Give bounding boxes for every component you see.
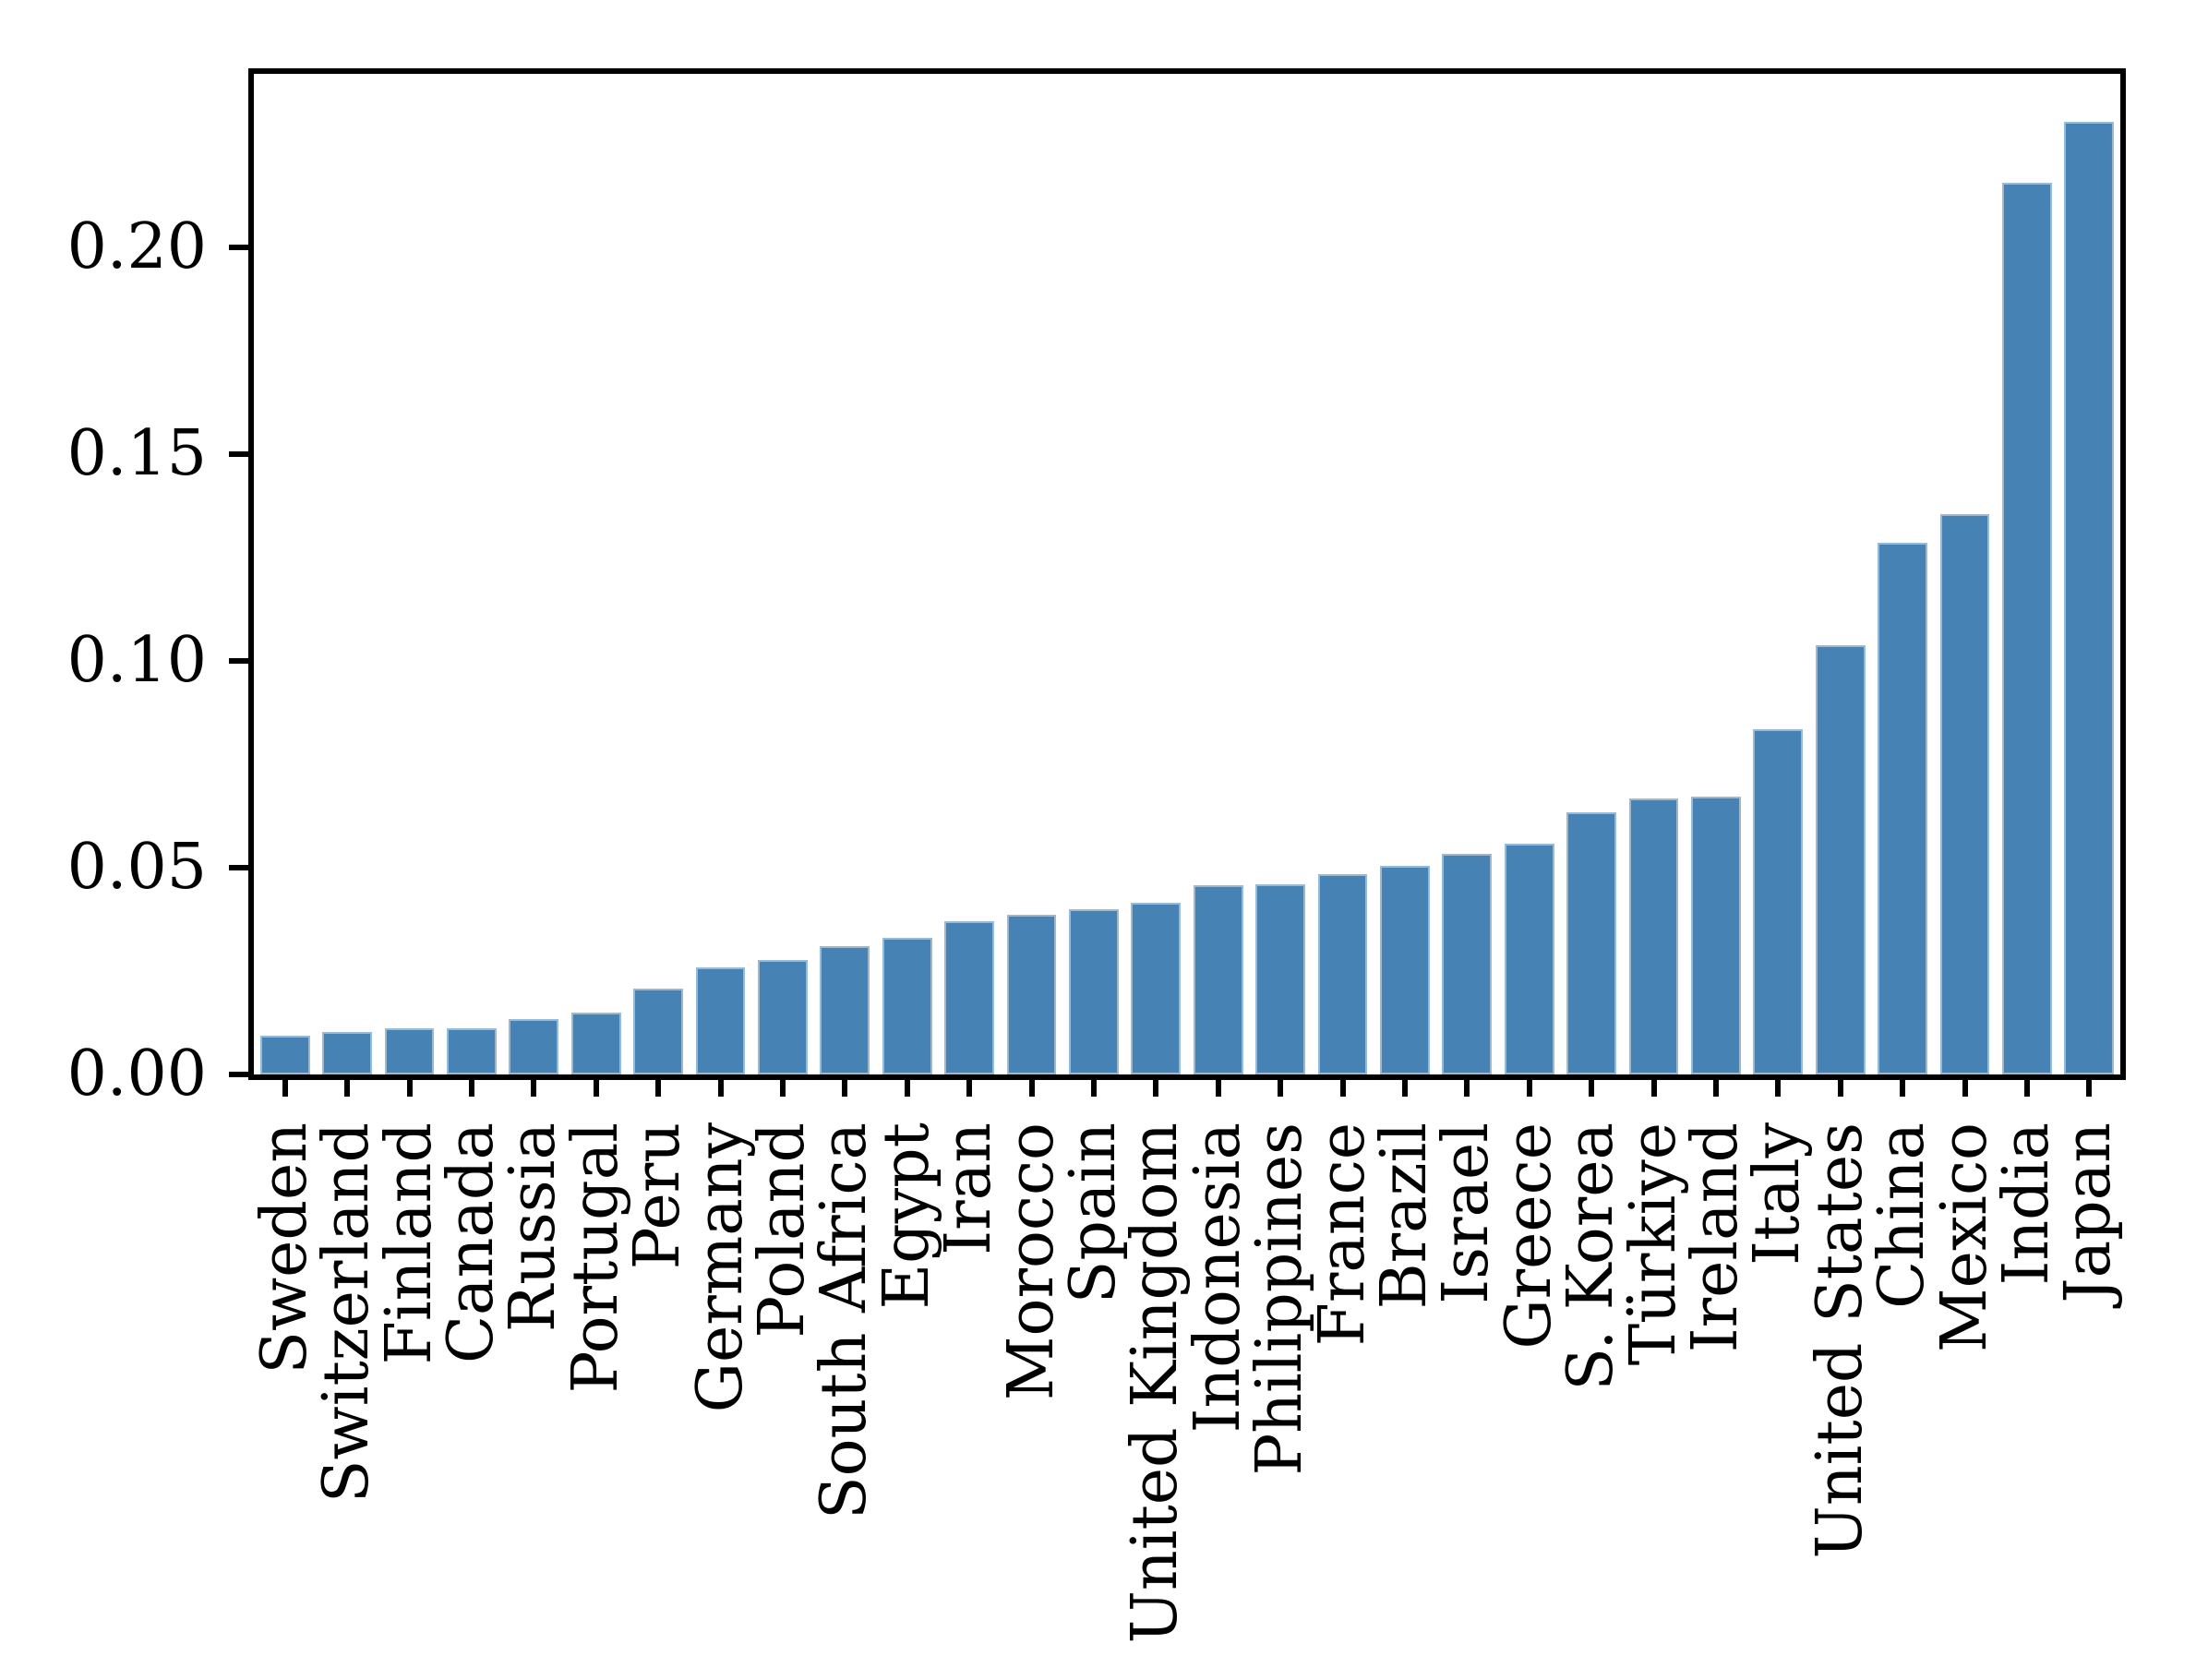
bar-russia [509,1019,559,1074]
bar-mexico [1939,513,1990,1074]
x-tick-t-rkiye [1650,1080,1657,1097]
x-tick-spain [1090,1080,1097,1097]
x-tick-italy [1775,1080,1782,1097]
y-tick-0.00 [229,1072,248,1077]
x-tick-peru [655,1080,662,1097]
y-tick-0.05 [229,865,248,871]
x-tick-united-kingdom [1153,1080,1159,1097]
bar-south-africa [820,946,870,1074]
x-tick-united-states [1837,1080,1843,1097]
bar-india [2001,182,2052,1074]
bar-united-kingdom [1131,902,1182,1074]
bar-greece [1504,844,1554,1074]
bar-israel [1442,853,1493,1074]
bar-iran [944,921,995,1074]
x-tick-indonesia [1215,1080,1221,1097]
x-tick-s-korea [1589,1080,1595,1097]
bar-china [1878,543,1928,1074]
x-tick-morocco [1028,1080,1035,1097]
x-tick-south-africa [842,1080,848,1097]
y-tick-label-0.05: 0.05 [66,831,207,905]
y-tick-0.20 [229,245,248,251]
bar-switzerland [322,1032,373,1074]
x-tick-china [1900,1080,1906,1097]
x-tick-switzerland [344,1080,351,1097]
y-tick-label-0.15: 0.15 [66,417,207,491]
y-tick-0.15 [229,451,248,458]
bar-united-states [1815,645,1866,1074]
bar-sweden [259,1035,310,1074]
y-tick-label-0.00: 0.00 [66,1038,207,1110]
x-tick-brazil [1401,1080,1408,1097]
bar-peru [633,988,684,1074]
x-tick-germany [717,1080,724,1097]
bar-philippines [1255,883,1306,1074]
x-tick-japan [2086,1080,2093,1097]
x-tick-portugal [593,1080,599,1097]
bar-finland [384,1028,435,1074]
x-tick-label-japan: Japan [2052,1122,2126,1303]
plot-area [248,68,2126,1080]
bar-japan [2064,121,2115,1074]
bar-italy [1753,728,1804,1074]
x-tick-ireland [1712,1080,1719,1097]
x-tick-france [1339,1080,1346,1097]
x-tick-russia [531,1080,537,1097]
bar-indonesia [1193,884,1243,1074]
x-tick-finland [406,1080,413,1097]
bar-germany [695,966,746,1074]
bar-ireland [1690,796,1741,1074]
bar-poland [757,959,808,1074]
bar-portugal [570,1013,621,1074]
bar-brazil [1379,866,1430,1074]
bar-spain [1068,908,1119,1074]
x-tick-india [2023,1080,2030,1097]
y-tick-0.10 [229,658,248,665]
x-tick-israel [1464,1080,1470,1097]
bar-morocco [1006,915,1057,1074]
x-tick-sweden [282,1080,288,1097]
y-tick-label-0.20: 0.20 [66,210,207,284]
bar-france [1317,873,1368,1074]
bar-egypt [882,937,932,1074]
x-tick-iran [966,1080,973,1097]
x-tick-egypt [904,1080,910,1097]
x-tick-mexico [1962,1080,1968,1097]
x-tick-philippines [1278,1080,1284,1097]
bar-s-korea [1566,812,1617,1074]
x-tick-greece [1526,1080,1532,1097]
bar-canada [446,1027,497,1074]
x-tick-poland [779,1080,786,1097]
y-tick-label-0.10: 0.10 [66,624,207,698]
bar-t-rkiye [1628,798,1679,1074]
x-tick-canada [468,1080,474,1097]
